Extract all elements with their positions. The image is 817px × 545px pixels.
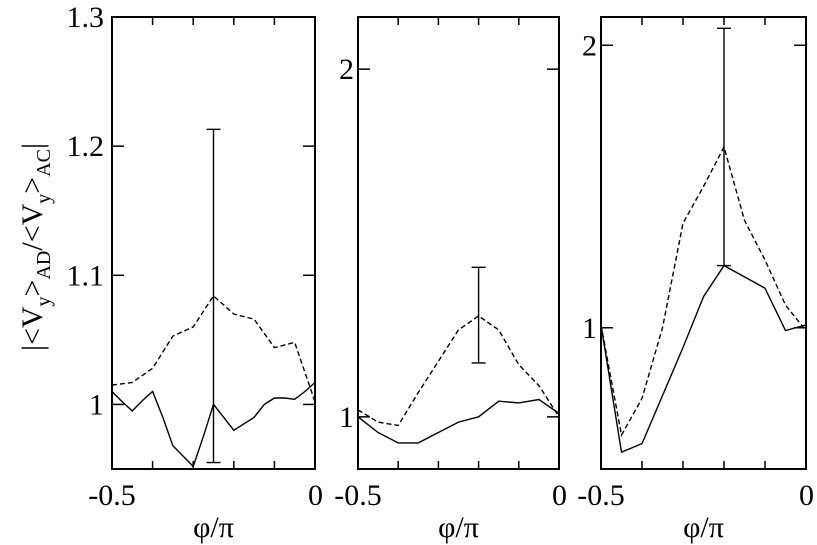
- y-tick-label: 1.1: [67, 259, 105, 292]
- y-axis-label-sub: y: [33, 194, 55, 204]
- x-axis-label: φ/π: [193, 511, 234, 544]
- y-axis-label-slash: /<V: [16, 203, 49, 250]
- x-tick-label: -0.5: [88, 479, 136, 512]
- x-axis-label: φ/π: [438, 511, 479, 544]
- x-tick-label: 0: [308, 479, 323, 512]
- panel-middle: 1 2 -0.5 0 φ/π: [334, 16, 567, 544]
- series-line-solid: [601, 264, 806, 454]
- y-tick-label: 2: [582, 29, 597, 62]
- y-tick-label: 1: [339, 401, 354, 434]
- plot-frame: [357, 16, 560, 470]
- y-axis-label-sub: AC: [33, 149, 55, 177]
- y-axis-label-close: |: [16, 143, 49, 149]
- y-axis-label-bracket: >: [16, 280, 49, 297]
- x-tick-label: 0: [552, 479, 567, 512]
- y-axis-label-sub: y: [33, 296, 55, 306]
- y-axis-label-sub: AD: [33, 251, 55, 280]
- x-tick-label: -0.5: [334, 479, 382, 512]
- series-line-dashed: [601, 145, 806, 438]
- panel-left: 1 1.1 1.2 1.3 -0.5 0 φ/π: [67, 1, 324, 544]
- y-tick-label: 1: [582, 312, 597, 345]
- plot-frame: [600, 16, 807, 470]
- y-tick-label: 2: [339, 53, 354, 86]
- y-tick-label: 1.2: [67, 130, 105, 163]
- y-tick-label: 1: [89, 388, 104, 421]
- x-tick-label: -0.5: [577, 479, 625, 512]
- y-axis-label-bracket: >: [16, 177, 49, 194]
- x-tick-label: 0: [799, 479, 814, 512]
- svg-text:|<Vy>AD/<Vy>AC|: |<Vy>AD/<Vy>AC|: [16, 143, 55, 351]
- y-tick-label: 1.3: [67, 1, 105, 34]
- series-line-solid: [358, 398, 559, 444]
- y-axis-label: |<Vy>AD/<Vy>AC|: [16, 143, 55, 351]
- plot-frame: [111, 16, 316, 470]
- series-line-dashed: [358, 315, 559, 427]
- panel-right: 1 2 -0.5 0 φ/π: [577, 16, 814, 544]
- series-line-dashed: [112, 294, 315, 403]
- x-axis-label: φ/π: [683, 511, 724, 544]
- y-axis-label-open: |<V: [16, 306, 49, 351]
